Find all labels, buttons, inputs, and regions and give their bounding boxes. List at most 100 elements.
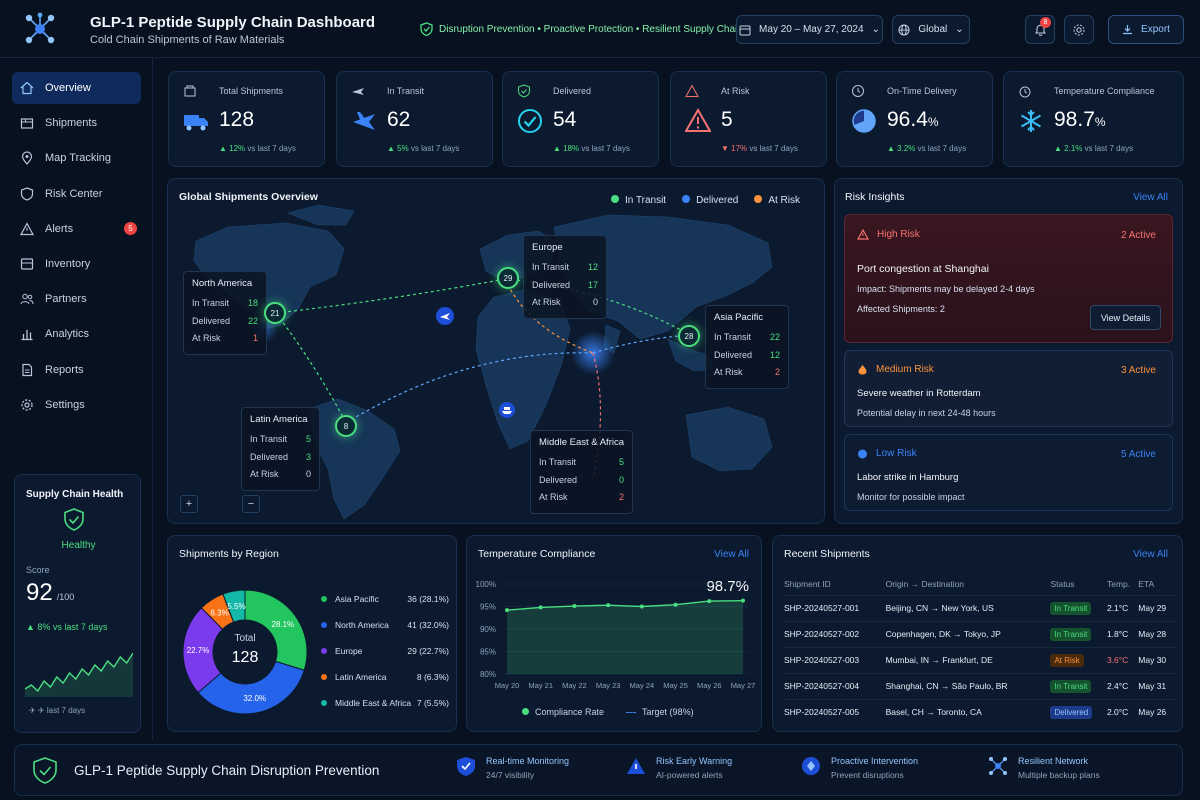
region-select[interactable]: Global ⌄ bbox=[892, 15, 970, 44]
region-legend-item[interactable]: Latin America 8 (6.3%) bbox=[321, 664, 449, 690]
sidebar-item-overview[interactable]: Overview bbox=[12, 72, 141, 104]
sidebar-item-inventory[interactable]: Inventory bbox=[12, 248, 141, 280]
table-row[interactable]: SHP-20240527-005 Basel, CH → Toronto, CA D… bbox=[784, 699, 1176, 725]
column-header[interactable]: Shipment ID bbox=[784, 579, 831, 590]
kpi-label: On-Time Delivery bbox=[887, 86, 957, 96]
health-score: 92/100 bbox=[26, 579, 74, 607]
compliance-point[interactable] bbox=[639, 604, 644, 609]
legend-dot bbox=[321, 596, 327, 602]
sidebar-item-alerts[interactable]: Alerts 5 bbox=[12, 213, 141, 245]
region-node-marker[interactable]: 29 bbox=[497, 267, 519, 289]
shipment-eta: May 28 bbox=[1138, 629, 1167, 639]
low-risk-level: Low Risk bbox=[876, 448, 917, 459]
high-risk-headline: Port congestion at Shanghai bbox=[857, 263, 989, 275]
legend-dot bbox=[321, 700, 327, 706]
x-tick-label: May 24 bbox=[630, 681, 655, 690]
table-row[interactable]: SHP-20240527-004 Shanghai, CN → São Paulo… bbox=[784, 673, 1176, 699]
region-node-marker[interactable]: 28 bbox=[678, 325, 700, 347]
alerts-count-badge: 5 bbox=[124, 221, 137, 235]
sidebar-item-analytics[interactable]: Analytics bbox=[12, 318, 141, 350]
shipments-view-all-link[interactable]: View All bbox=[1133, 549, 1168, 560]
donut-slice-north-america[interactable] bbox=[197, 660, 305, 715]
health-change: ▲ 8% vs last 7 days bbox=[26, 622, 108, 632]
map-legend-item[interactable]: In Transit bbox=[610, 195, 666, 206]
kpi-card-delivered[interactable]: Delivered 54 ▲ 18% vs last 7 days bbox=[502, 71, 659, 167]
table-row[interactable]: SHP-20240527-001 Beijing, CN → New York, … bbox=[784, 595, 1176, 621]
table-row[interactable]: SHP-20240527-002 Copenhagen, DK → Tokyo, … bbox=[784, 621, 1176, 647]
kpi-card-temperature-compliance[interactable]: Temperature Compliance 98.7% ▲ 2.1% vs las… bbox=[1003, 71, 1184, 167]
compliance-point[interactable] bbox=[572, 604, 577, 609]
compliance-point[interactable] bbox=[606, 603, 611, 608]
view-details-button[interactable]: View Details bbox=[1090, 305, 1161, 330]
region-name: Europe bbox=[532, 242, 563, 253]
kpi-value-number: 5 bbox=[721, 108, 733, 131]
region-box-middle-east-africa[interactable]: Middle East & Africa In Transit 5 Delivered… bbox=[530, 430, 634, 514]
low-risk-detail: Monitor for possible impact bbox=[857, 492, 965, 502]
temp-view-all-link[interactable]: View All bbox=[714, 549, 749, 560]
date-range-picker[interactable]: May 20 – May 27, 2024 ⌄ bbox=[736, 15, 883, 44]
kpi-card-total-shipments[interactable]: Total Shipments 128 ▲ 12% vs last 7 days bbox=[168, 71, 325, 167]
region-box-north-america[interactable]: North America In Transit 18 Delivered 22 At R… bbox=[183, 271, 268, 355]
compliance-point[interactable] bbox=[707, 599, 712, 604]
airplane-marker-icon[interactable] bbox=[435, 306, 455, 326]
region-legend-item[interactable]: Europe 29 (22.7%) bbox=[321, 638, 449, 664]
monitor-shield-icon bbox=[457, 757, 475, 776]
export-button[interactable]: Export bbox=[1108, 15, 1184, 44]
kpi-card-at-risk[interactable]: At Risk 5 ▼ 17% vs last 7 days bbox=[670, 71, 827, 167]
sidebar-item-reports[interactable]: Reports bbox=[12, 354, 141, 386]
region-name: Latin America bbox=[250, 414, 308, 425]
kpi-change-suffix: vs last 7 days bbox=[747, 144, 798, 153]
region-legend-item[interactable]: North America 41 (32.0%) bbox=[321, 612, 449, 638]
zoom-out-button[interactable]: − bbox=[242, 495, 260, 513]
region-node-marker[interactable]: 8 bbox=[335, 415, 357, 437]
compliance-point[interactable] bbox=[538, 605, 543, 610]
settings-button[interactable] bbox=[1064, 15, 1094, 44]
map-legend-item[interactable]: At Risk bbox=[754, 195, 800, 206]
users-icon bbox=[20, 293, 34, 305]
region-box-latin-america[interactable]: Latin America In Transit 5 Delivered 3 At Ris… bbox=[241, 407, 321, 491]
ship-marker-icon[interactable] bbox=[498, 401, 516, 419]
sidebar-item-shipments[interactable]: Shipments bbox=[12, 107, 141, 139]
table-row[interactable]: SHP-20240527-003 Mumbai, IN → Frankfurt, … bbox=[784, 647, 1176, 673]
region-donut-chart: 28.1% 32.0% 22.7% 6.3%5.5% bbox=[182, 589, 308, 715]
pie-small-icon bbox=[852, 85, 864, 97]
donut-slice-middle-east-africa[interactable] bbox=[222, 589, 246, 623]
temp-chart-legend: Compliance Rate Target (98%) bbox=[522, 707, 694, 717]
region-legend-item[interactable]: Asia Pacific 36 (28.1%) bbox=[321, 586, 449, 612]
sidebar-item-risk-center[interactable]: Risk Center bbox=[12, 178, 141, 210]
region-legend-value: 29 (22.7%) bbox=[407, 646, 449, 656]
kpi-value-number: 98.7 bbox=[1054, 108, 1095, 131]
kpi-value-number: 128 bbox=[219, 108, 255, 131]
region-box-europe[interactable]: Europe In Transit 12 Delivered 17 At Risk 0 bbox=[523, 235, 608, 319]
compliance-point[interactable] bbox=[505, 608, 509, 613]
kpi-label: In Transit bbox=[387, 86, 425, 96]
risk-view-all-link[interactable]: View All bbox=[1133, 192, 1168, 203]
x-tick-label: May 27 bbox=[731, 681, 756, 690]
global-shipments-map: Global Shipments Overview In Transit Deli… bbox=[167, 178, 825, 524]
compliance-point[interactable] bbox=[741, 598, 745, 603]
health-score-max: /100 bbox=[56, 592, 75, 602]
column-header[interactable]: Origin → Destination bbox=[885, 579, 965, 590]
column-header[interactable]: Status bbox=[1050, 579, 1075, 590]
donut-slice-asia-pacific[interactable] bbox=[244, 589, 308, 671]
notifications-button[interactable]: 8 bbox=[1025, 15, 1055, 44]
zoom-in-button[interactable]: + bbox=[180, 495, 198, 513]
map-legend-item[interactable]: Delivered bbox=[682, 195, 738, 206]
kpi-value: 5 bbox=[721, 108, 733, 132]
sidebar-item-partners[interactable]: Partners bbox=[12, 283, 141, 315]
sidebar-item-settings[interactable]: Settings bbox=[12, 389, 141, 421]
sidebar-item-label: Settings bbox=[45, 398, 85, 411]
sidebar-item-map-tracking[interactable]: Map Tracking bbox=[12, 142, 141, 174]
region-row-value: 0 bbox=[619, 474, 625, 485]
column-header[interactable]: Temp. bbox=[1106, 579, 1131, 590]
shield-check-icon bbox=[33, 757, 57, 784]
column-header[interactable]: ETA bbox=[1138, 579, 1155, 590]
kpi-card-on-time-delivery[interactable]: On-Time Delivery 96.4% ▲ 3.2% vs last 7 da… bbox=[836, 71, 993, 167]
region-node-marker[interactable]: 21 bbox=[264, 302, 286, 324]
compliance-point[interactable] bbox=[673, 602, 678, 607]
region-row-at-risk: At Risk 0 bbox=[250, 466, 311, 484]
region-legend-item[interactable]: Middle East & Africa 7 (5.5%) bbox=[321, 690, 449, 716]
kpi-card-in-transit[interactable]: In Transit 62 ▲ 5% vs last 7 days bbox=[336, 71, 493, 167]
footer-feature-title: Resilient Network bbox=[1018, 756, 1089, 766]
region-box-asia-pacific[interactable]: Asia Pacific In Transit 22 Delivered 12 At Ri… bbox=[705, 305, 790, 389]
